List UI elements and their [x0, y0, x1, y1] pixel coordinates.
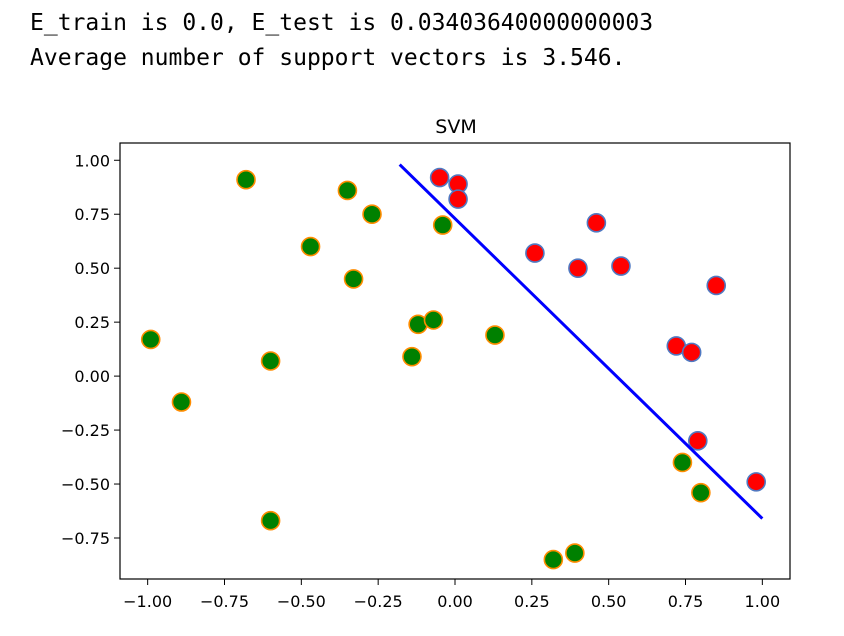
x-tick-label: −0.75	[200, 592, 249, 611]
y-tick-label: 0.50	[74, 259, 110, 278]
scatter-point	[448, 189, 468, 209]
scatter-point	[672, 452, 693, 473]
scatter-point	[140, 329, 161, 350]
scatter-point	[432, 215, 453, 235]
y-tick-label: 0.75	[74, 205, 110, 224]
scatter-point	[171, 392, 192, 412]
scatter-point	[300, 236, 321, 257]
y-tick-label: −0.25	[61, 421, 110, 440]
scatter-point	[586, 213, 607, 233]
y-axis: 1.00 0.75 0.50 0.25 0.00 −0.25 −0.50 −0.75	[61, 151, 120, 548]
output-text: E_train is 0.0, E_test is 0.034036400000…	[30, 6, 653, 76]
y-tick-label: −0.75	[61, 529, 110, 548]
scatter-point	[423, 310, 444, 330]
plot-marks	[140, 163, 766, 570]
scatter-point	[691, 482, 711, 503]
scatter-point	[236, 169, 256, 190]
scatter-point	[260, 510, 281, 531]
scatter-point	[687, 431, 708, 451]
scatter-point	[746, 472, 766, 492]
chart-title: SVM	[435, 116, 476, 138]
x-tick-label: 0.75	[668, 592, 704, 611]
scatter-point	[429, 167, 450, 188]
y-tick-label: −0.50	[61, 475, 110, 494]
plot-frame	[119, 142, 791, 580]
scatter-point	[543, 549, 564, 570]
scatter-point	[681, 342, 702, 363]
scatter-point	[337, 180, 358, 201]
output-line-support-vectors: Average number of support vectors is 3.5…	[30, 45, 626, 71]
scatter-point	[706, 275, 727, 296]
scatter-point	[485, 325, 505, 345]
scatter-point	[260, 351, 281, 371]
x-tick-label: −1.00	[123, 592, 172, 611]
x-tick-label: 0.50	[591, 592, 627, 611]
output-line-errors: E_train is 0.0, E_test is 0.034036400000…	[30, 10, 654, 36]
scatter-point	[568, 258, 588, 278]
scatter-point	[343, 269, 364, 289]
x-axis: −1.00 −0.75 −0.50 −0.25 0.00 0.25 0.50 0.75 1.00	[123, 579, 780, 611]
x-tick-label: 0.25	[514, 592, 550, 611]
x-tick-label: −0.25	[354, 592, 403, 611]
scatter-point	[611, 256, 631, 276]
y-tick-label: 1.00	[74, 151, 110, 170]
x-tick-label: −0.50	[277, 592, 326, 611]
y-tick-label: 0.00	[74, 367, 110, 386]
decision-boundary-line	[398, 163, 764, 520]
scatter-point	[525, 243, 545, 263]
x-tick-label: 0.00	[437, 592, 473, 611]
y-tick-label: 0.25	[74, 313, 110, 332]
scatter-point	[402, 346, 422, 367]
scatter-point	[362, 204, 382, 225]
x-tick-label: 1.00	[745, 592, 781, 611]
scatter-point	[565, 543, 585, 563]
